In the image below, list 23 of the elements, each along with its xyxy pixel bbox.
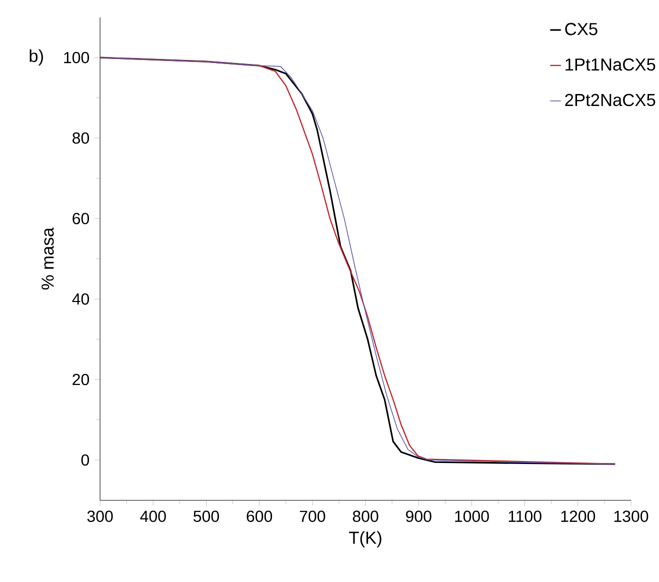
- x-tick-label: 1000: [455, 510, 489, 522]
- y-tick-label: 100: [64, 52, 90, 64]
- legend-label: 1Pt1NaCX5: [566, 58, 656, 71]
- y-axis-title: % masa: [42, 228, 54, 290]
- x-tick-label: 600: [246, 510, 272, 522]
- legend-label: 2Pt2NaCX5: [565, 94, 656, 106]
- x-tick-label: 1100: [508, 510, 542, 522]
- x-tick-label: 400: [140, 510, 166, 522]
- y-tick-label: 80: [72, 132, 90, 144]
- text: b): [30, 50, 43, 66]
- legend-label: CX5: [565, 23, 598, 36]
- y-tick-label: 0: [81, 454, 90, 466]
- x-tick-label: 1300: [614, 510, 648, 522]
- x-tick-label: 300: [87, 510, 113, 522]
- y-tick-label: 40: [72, 294, 90, 305]
- x-axis-title: T(K): [349, 531, 382, 548]
- x-tick-label: 500: [194, 510, 219, 522]
- x-tick-label: 900: [406, 510, 432, 522]
- y-tick-label: 20: [72, 374, 90, 386]
- x-tick-label: 1200: [561, 510, 596, 522]
- x-tick-label: 800: [352, 510, 378, 522]
- y-tick-label: 60: [72, 213, 90, 224]
- x-tick-label: 700: [300, 510, 326, 522]
